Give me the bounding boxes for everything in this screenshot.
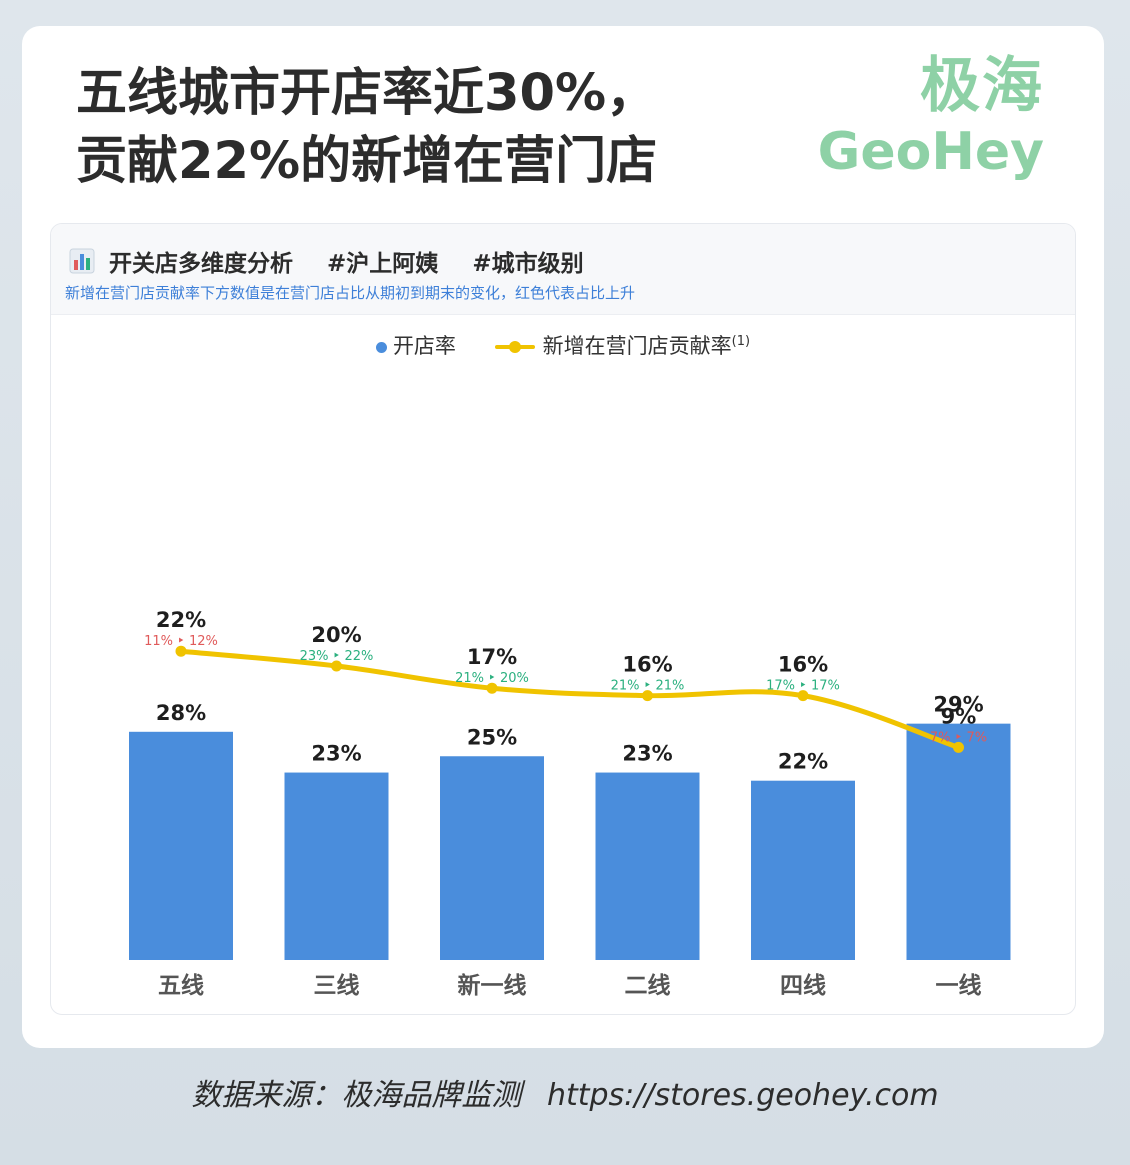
legend-line-icon <box>494 341 535 353</box>
brand-name-en: GeoHey <box>817 122 1044 182</box>
content-card: 五线城市开店率近30%， 贡献22%的新增在营门店 极海 GeoHey 开关店多… <box>22 26 1104 1048</box>
category-label-2: 新一线 <box>458 972 527 999</box>
share-change-label-4: 17% ‣ 17% <box>766 679 840 694</box>
bar-4 <box>751 780 855 960</box>
line-point-1 <box>331 660 342 672</box>
bar-value-label-2: 25% <box>467 725 517 749</box>
panel-subtitle: 新增在营门店贡献率下方数值是在营门店占比从期初到期末的变化，红色代表占比上升 <box>65 284 636 302</box>
legend-item-bar: 开店率 <box>375 330 456 360</box>
legend-line-label: 新增在营门店贡献率 <box>542 334 732 358</box>
line-point-4 <box>797 690 809 702</box>
combo-chart: 28% 五线 23% 三线 25% 新一线 23% 二线 22% 四线 29% 一线 22% 11% ‣ … <box>129 608 1011 999</box>
bar-0 <box>129 731 233 960</box>
panel-title: 开关店多维度分析 <box>109 251 293 277</box>
source-url[interactable]: https://stores.geohey.com <box>546 1078 939 1113</box>
legend-item-line: 新增在营门店贡献率(1) <box>494 330 751 360</box>
source-label: 数据来源：极海品牌监测 <box>191 1078 522 1113</box>
line-value-label-2: 17% <box>467 645 517 669</box>
category-label-1: 三线 <box>314 972 360 999</box>
bar-value-label-5: 29% <box>933 693 983 717</box>
category-label-4: 四线 <box>780 972 826 999</box>
headline-line-1: 五线城市开店率近30%， <box>76 64 658 123</box>
share-change-label-5: 7% ‣ 7% <box>930 730 987 745</box>
panel-title-row: 开关店多维度分析 #沪上阿姨 #城市级别 <box>109 244 610 278</box>
brand-name-cn: 极海 <box>920 51 1044 121</box>
line-value-label-1: 20% <box>311 623 361 647</box>
bar-chart-icon <box>69 248 95 274</box>
share-change-label-0: 11% ‣ 12% <box>144 634 218 649</box>
line-value-label-0: 22% <box>156 608 206 632</box>
contribution-line <box>178 648 961 750</box>
line-point-3 <box>642 690 653 702</box>
panel-tag-city: #城市级别 <box>472 251 584 277</box>
legend-bar-label: 开店率 <box>392 334 456 358</box>
category-label-5: 一线 <box>936 972 982 999</box>
line-value-label-3: 16% <box>622 653 672 677</box>
bar-value-label-1: 23% <box>311 742 361 766</box>
bar-value-label-0: 28% <box>156 701 206 725</box>
category-label-3: 二线 <box>625 972 671 999</box>
brand-logo: 极海 GeoHey <box>818 56 1044 178</box>
share-change-label-1: 23% ‣ 22% <box>300 649 374 664</box>
bar-2 <box>440 756 544 960</box>
source-note: 数据来源：极海品牌监测 https://stores.geohey.com <box>0 1070 1130 1114</box>
line-point-0 <box>175 645 187 657</box>
headline: 五线城市开店率近30%， 贡献22%的新增在营门店 <box>76 60 657 196</box>
headline-line-2: 贡献22%的新增在营门店 <box>76 132 658 191</box>
chart-panel: 开关店多维度分析 #沪上阿姨 #城市级别 新增在营门店贡献率下方数值是在营门店占… <box>50 223 1076 1015</box>
chart-legend: 开店率 新增在营门店贡献率(1) <box>51 330 1075 360</box>
panel-header: 开关店多维度分析 #沪上阿姨 #城市级别 新增在营门店贡献率下方数值是在营门店占… <box>51 224 1075 315</box>
share-change-label-2: 21% ‣ 20% <box>455 671 529 686</box>
line-value-label-5: 9% <box>941 704 977 728</box>
line-point-2 <box>486 682 498 694</box>
legend-line-note: (1) <box>731 334 751 349</box>
line-value-label-4: 16% <box>778 653 828 677</box>
bar-value-label-3: 23% <box>622 742 672 766</box>
bar-value-label-4: 22% <box>778 750 828 774</box>
line-point-5 <box>953 741 964 753</box>
panel-tag-brand: #沪上阿姨 <box>327 251 439 277</box>
bar-5 <box>906 723 1011 960</box>
category-label-0: 五线 <box>158 972 204 999</box>
bar-3 <box>595 772 700 960</box>
bar-1 <box>284 772 389 960</box>
share-change-label-3: 21% ‣ 21% <box>611 679 685 694</box>
legend-dot-icon <box>375 341 387 353</box>
